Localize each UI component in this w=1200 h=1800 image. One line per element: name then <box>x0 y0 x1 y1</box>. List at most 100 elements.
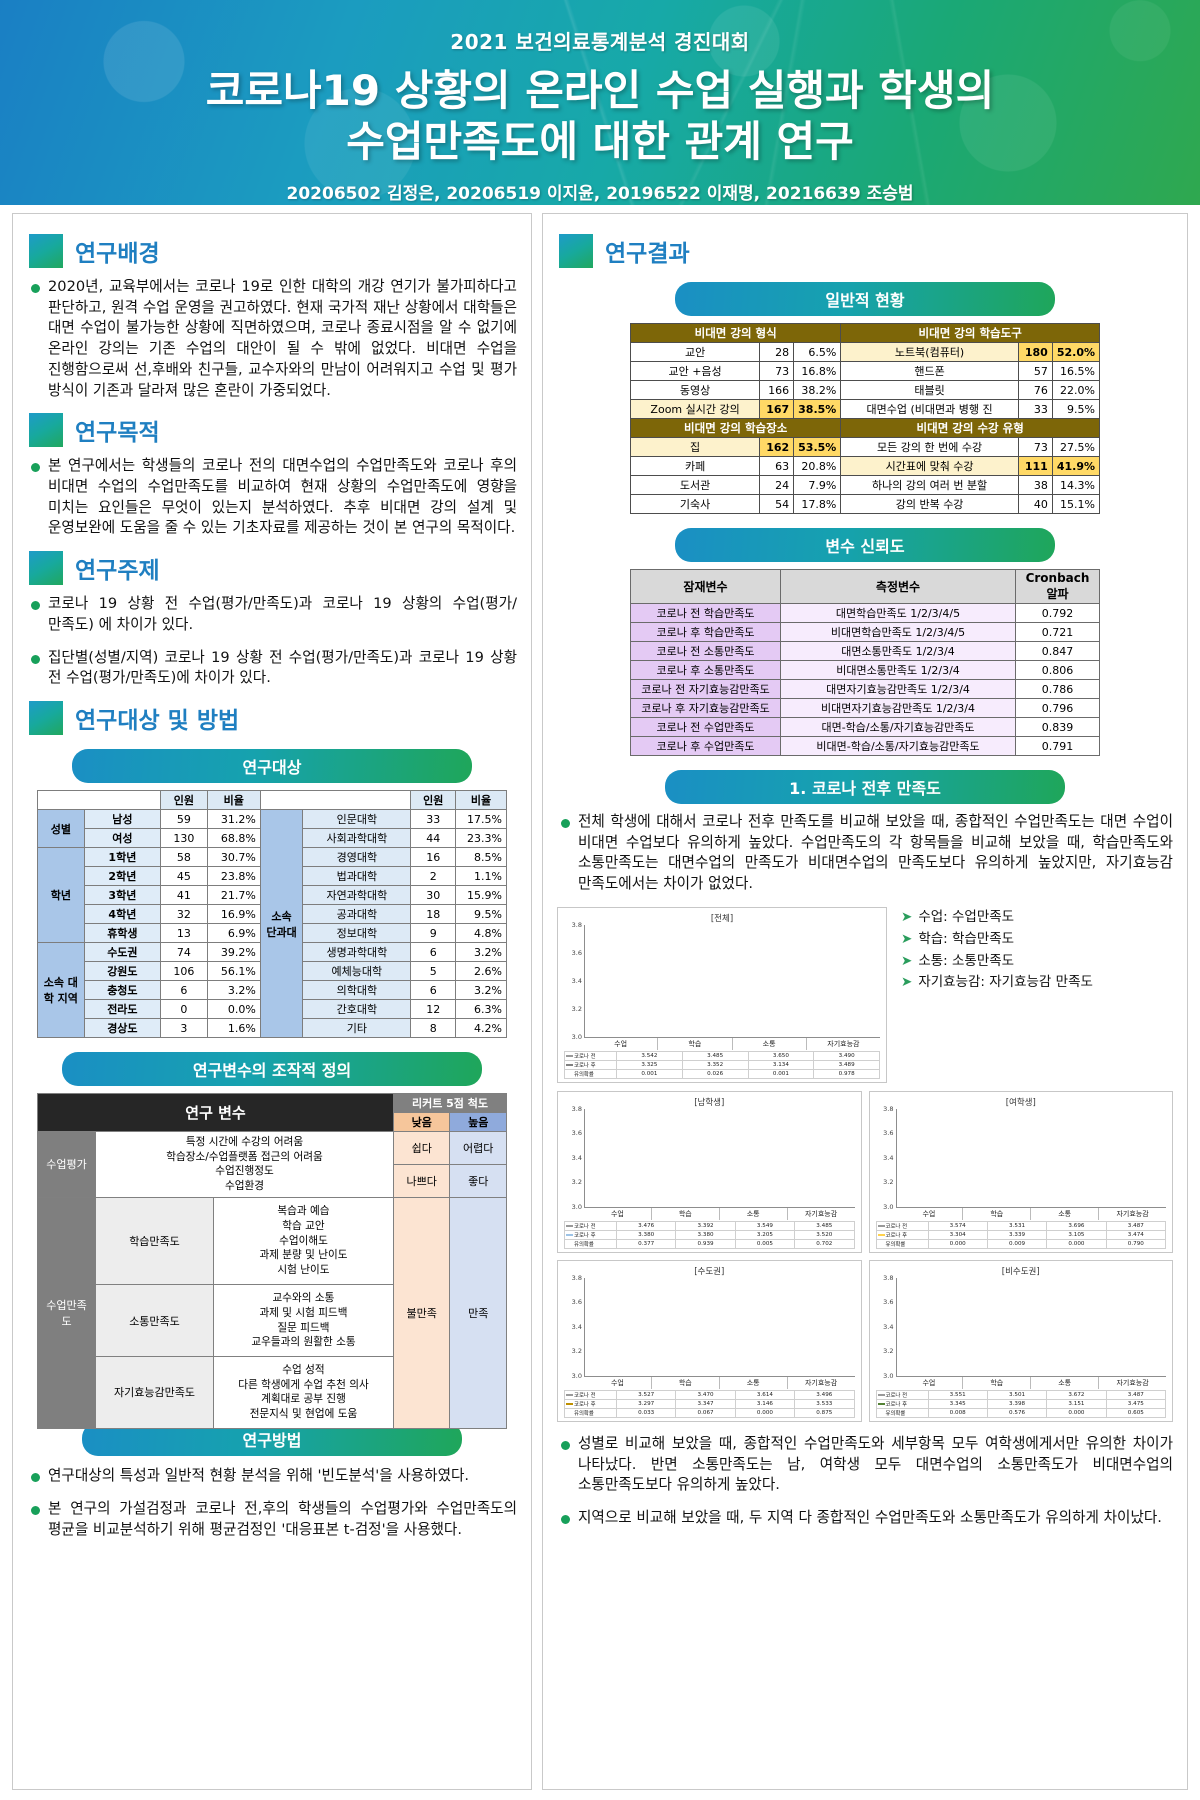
conclusion-bullet: 성별로 비교해 보았을 때, 종합적인 수업만족도와 세부항목 모두 여학생에게… <box>561 1434 1173 1496</box>
chart-container: [여학생] 3.0 3.2 3.4 3.6 3.8 수업 학습 소통 자기효능감 코로나 전 3.57… <box>868 1090 1173 1253</box>
data-cell: 0.000 <box>734 1407 796 1418</box>
right-column: 연구결과 일반적 현황 비대면 강의 형식 비대면 강의 학습도구 교안 28 6.5%… <box>542 213 1188 1790</box>
bars-row <box>897 1109 1167 1207</box>
chart-container: [수도권] 3.0 3.2 3.4 3.6 3.8 수업 학습 소통 자기효능감 코로나 전 3.52… <box>557 1259 862 1422</box>
conference-name: 2021 보건의료통계분석 경진대회 <box>450 30 750 54</box>
table-row: 휴학생 13 6.9% 정보대학 9 4.8% <box>38 923 507 944</box>
section-title: 연구주제 <box>75 558 160 585</box>
data-cell: 3.672 <box>1046 1389 1107 1400</box>
bars-row <box>585 1109 855 1207</box>
data-cell: 0.000 <box>1046 1238 1107 1249</box>
x-axis: 수업 학습 소통 자기효능감 <box>564 1036 880 1050</box>
topic-text: 코로나 19 상황 전 수업(평가/만족도)과 코로나 19 상황의 수업(평가… <box>48 595 517 633</box>
x-axis-label: 소통 <box>1031 1207 1100 1220</box>
y-tick-label: 3.4 <box>883 1153 894 1162</box>
table-row: 코로나 전 3.574 3.531 3.696 3.487 <box>875 1220 1167 1231</box>
reliability-table-wrap: 잠재변수 측정변수 Cronbach 알파 코로나 전 학습만족도 대면학습만족도 1/… <box>557 569 1173 756</box>
data-cell: 0.377 <box>615 1238 677 1249</box>
data-row-label: 코로나 전 <box>875 1220 929 1231</box>
table-row: 연구 변수 리커트 5점 척도 <box>37 1093 508 1133</box>
data-cell: 3.696 <box>1046 1220 1107 1231</box>
y-axis: 3.0 3.2 3.4 3.6 3.8 <box>564 1105 584 1211</box>
y-tick-label: 3.2 <box>883 1178 894 1187</box>
y-tick-label: 3.8 <box>571 1273 582 1282</box>
chart-data-table: 코로나 전 3.476 3.392 3.549 3.485 코로나 후 3.380 3.380… <box>564 1220 855 1249</box>
table-row: 유의확률 0.000 0.009 0.000 0.790 <box>875 1238 1167 1249</box>
method-text: 연구대상의 특성과 일반적 현황 분석을 위해 '빈도분석'을 사용하였다. <box>48 1467 470 1485</box>
data-cell: 0.875 <box>794 1407 855 1418</box>
table-row: 집 162 53.5% 모든 강의 한 번에 수강 73 27.5% <box>629 437 1101 457</box>
data-row-label: 코로나 후 <box>564 1398 617 1409</box>
legend-item: ➤ 소통: 소통만족도 <box>901 951 1093 973</box>
section-research-purpose: 연구목적 <box>29 413 517 448</box>
data-cell: 3.501 <box>986 1389 1048 1400</box>
table-row: 코로나 후 3.297 3.347 3.146 3.533 <box>564 1398 855 1409</box>
plot-area: 3.0 3.2 3.4 3.6 3.8 <box>876 1274 1167 1380</box>
purpose-text: 본 연구에서는 학생들의 코로나 전의 대면수업의 수업만족도와 코로나 후의 … <box>48 457 517 537</box>
pill-satisfaction: 1. 코로나 전후 만족도 <box>665 770 1065 804</box>
data-cell: 3.105 <box>1046 1229 1107 1240</box>
demographics-table-wrap: 인원 비율 인원 비율 성별 남성 59 31.2% 소속 단과대 인문대학 33 17.5% 여성 130… <box>27 790 517 1039</box>
bars-region <box>584 1108 855 1207</box>
table-row: 교안 28 6.5% 노트북(컴퓨터) 180 52.0% <box>629 342 1101 362</box>
table-row: 수업평가 특정 시간에 수강의 어려움 학습장소/수업플랫폼 접근의 어려움 수업진… <box>37 1131 507 1198</box>
bars-region <box>584 924 880 1037</box>
conclusion-text: 성별로 비교해 보았을 때, 종합적인 수업만족도와 세부항목 모두 여학생에게… <box>578 1434 1173 1494</box>
opdef-scale-header: 리커트 5점 척도 <box>392 1093 508 1114</box>
background-text: 2020년, 교육부에서는 코로나 19로 인한 대학의 개강 연기가 불가피하… <box>48 278 517 399</box>
table-row: 코로나 전 3.476 3.392 3.549 3.485 <box>564 1220 855 1231</box>
plot-area: 3.0 3.2 3.4 3.6 3.8 <box>876 1105 1167 1211</box>
y-tick-label: 3.6 <box>883 1298 894 1307</box>
table-row: 여성 130 68.8% 사회과학대학 44 23.3% <box>38 828 507 849</box>
data-cell: 3.650 <box>747 1050 815 1061</box>
topic-text: 집단별(성별/지역) 코로나 19 상황 전 수업(평가/만족도)과 코로나 1… <box>48 648 517 687</box>
method-bullet: 본 연구의 가설검정과 코로나 전,후의 학생들의 수업평가와 수업만족도의 평… <box>31 1499 517 1540</box>
table-row: 코로나 전 3.551 3.501 3.672 3.487 <box>875 1389 1167 1400</box>
x-axis-label: 소통 <box>1031 1376 1100 1389</box>
legend-item: ➤ 학습: 학습만족도 <box>901 929 1093 951</box>
data-cell: 3.474 <box>1105 1229 1167 1240</box>
data-row-label: 유의확률 <box>875 1407 929 1418</box>
pill-general-status: 일반적 현황 <box>675 282 1055 316</box>
table-row: 코로나 후 3.304 3.339 3.105 3.474 <box>875 1229 1167 1240</box>
y-tick-label: 3.2 <box>571 1178 582 1187</box>
data-cell: 3.304 <box>927 1229 988 1240</box>
data-cell: 3.485 <box>794 1220 855 1231</box>
legend-label: 학습: 학습만족도 <box>918 930 1015 947</box>
x-axis: 수업 학습 소통 자기효능감 <box>876 1206 1166 1220</box>
table-row: 인원 비율 인원 비율 <box>36 790 507 811</box>
y-tick-label: 3.0 <box>571 1202 582 1211</box>
data-cell: 3.380 <box>675 1229 736 1240</box>
chevron-right-icon: ➤ <box>901 974 913 991</box>
chart-title: [전체] <box>710 913 734 924</box>
x-axis-label: 소통 <box>720 1376 788 1389</box>
table-row: 유의확률 0.008 0.576 0.000 0.605 <box>875 1407 1167 1418</box>
section-title: 연구목적 <box>75 420 160 447</box>
y-tick-label: 3.4 <box>571 1153 582 1162</box>
section-research-background: 연구배경 <box>29 234 517 268</box>
legend-label: 수업: 수업만족도 <box>918 908 1015 925</box>
table-row: 도서관 24 7.9% 하나의 강의 여러 번 분할 38 14.3% <box>629 475 1101 495</box>
legend-label: 자기효능감: 자기효능감 만족도 <box>918 974 1093 991</box>
chevron-right-icon: ➤ <box>901 952 913 969</box>
y-tick-label: 3.6 <box>571 1129 582 1138</box>
chart-title: [여학생] <box>1005 1097 1036 1108</box>
data-row-label: 코로나 전 <box>564 1389 617 1400</box>
section-chip-icon <box>29 413 63 448</box>
data-cell: 3.347 <box>675 1398 736 1409</box>
data-cell: 0.033 <box>615 1407 677 1418</box>
section-title: 연구대상 및 방법 <box>75 708 240 735</box>
plot-area: 3.0 3.2 3.4 3.6 3.8 <box>564 1274 855 1380</box>
data-row-label: 코로나 전 <box>564 1220 617 1231</box>
data-cell: 3.476 <box>615 1220 677 1231</box>
y-tick-label: 3.8 <box>571 920 582 929</box>
table-row: 3학년 41 21.7% 자연과학대학 30 15.9% <box>38 885 507 906</box>
table-row: 낮음 높음 <box>38 1112 507 1133</box>
table-row: 코로나 후 자기효능감만족도 비대면자기효능감만족도 1/2/3/4 0.796 <box>630 698 1100 718</box>
data-cell: 3.496 <box>794 1389 855 1400</box>
data-cell: 3.380 <box>615 1229 677 1240</box>
y-axis: 3.0 3.2 3.4 3.6 3.8 <box>564 921 584 1041</box>
data-row-label: 코로나 전 <box>564 1050 617 1061</box>
table-row: 코로나 후 학습만족도 비대면학습만족도 1/2/3/4/5 0.721 <box>630 622 1100 642</box>
method-text: 본 연구의 가설검정과 코로나 전,후의 학생들의 수업평가와 수업만족도의 평… <box>48 1500 517 1538</box>
